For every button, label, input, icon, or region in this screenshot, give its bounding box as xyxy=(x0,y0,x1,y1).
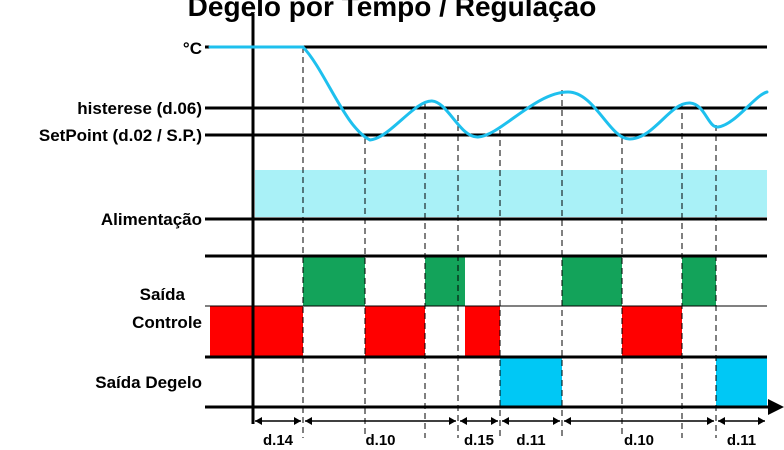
control-output-label-1: Saída xyxy=(140,285,186,304)
control-output-blocks xyxy=(210,256,716,357)
relay-off-block xyxy=(465,306,500,357)
signal-fills xyxy=(210,170,767,407)
temp-unit-label: °C xyxy=(183,39,202,58)
interval-label: d.15 xyxy=(464,432,494,449)
temperature-curve xyxy=(208,45,769,142)
arrow-left-icon xyxy=(502,417,509,425)
event-markers xyxy=(302,47,717,438)
time-arrow-icon xyxy=(768,399,784,415)
defrost-output-label: Saída Degelo xyxy=(95,373,202,392)
interval-label: d.11 xyxy=(516,432,545,449)
arrow-right-icon xyxy=(491,417,498,425)
defrost-output-blocks xyxy=(500,357,767,407)
hysteresis-label: histerese (d.06) xyxy=(77,99,202,118)
setpoint-label: SetPoint (d.02 / S.P.) xyxy=(39,126,202,145)
arrow-right-icon xyxy=(294,417,301,425)
interval-dimensions xyxy=(255,417,765,425)
relay-off-block xyxy=(622,306,682,357)
interval-labels: d.14 d.10 d.15 d.11 d.10 d.11 xyxy=(263,432,756,449)
relay-off-block xyxy=(365,306,425,357)
interval-label: d.10 xyxy=(365,432,395,449)
diagram-title: Degelo por Tempo / Regulação xyxy=(188,0,597,22)
arrow-left-icon xyxy=(255,417,262,425)
arrow-left-icon xyxy=(305,417,312,425)
arrow-left-icon xyxy=(564,417,571,425)
arrow-right-icon xyxy=(758,417,765,425)
interval-label: d.10 xyxy=(624,432,654,449)
arrow-left-icon xyxy=(718,417,725,425)
arrow-left-icon xyxy=(460,417,467,425)
relay-on-block xyxy=(682,256,716,306)
relay-on-block xyxy=(562,256,622,306)
power-label: Alimentação xyxy=(101,210,202,229)
defrost-on-block xyxy=(500,357,562,407)
interval-label: d.14 xyxy=(263,432,294,449)
arrow-right-icon xyxy=(553,417,560,425)
relay-on-block xyxy=(425,256,465,306)
power-band xyxy=(255,170,767,217)
control-output-label-2: Controle xyxy=(132,313,202,332)
defrost-on-block xyxy=(716,357,767,407)
relay-on-block xyxy=(303,256,365,306)
arrow-right-icon xyxy=(707,417,714,425)
relay-off-block xyxy=(210,306,303,357)
arrow-right-icon xyxy=(449,417,456,425)
interval-label: d.11 xyxy=(727,432,756,449)
